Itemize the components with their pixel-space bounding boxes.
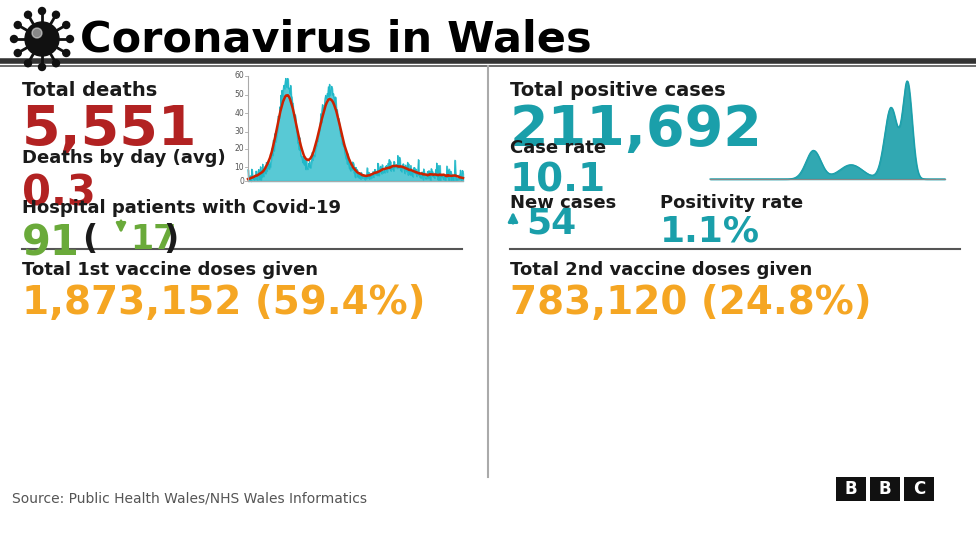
Text: 60: 60 <box>234 71 244 81</box>
Text: Deaths by day (avg): Deaths by day (avg) <box>22 149 225 167</box>
Text: 0: 0 <box>239 176 244 186</box>
Circle shape <box>24 11 31 18</box>
Text: 91: 91 <box>22 223 80 265</box>
Circle shape <box>53 11 60 18</box>
Text: Total deaths: Total deaths <box>22 81 157 100</box>
Circle shape <box>62 21 69 29</box>
Circle shape <box>15 21 21 29</box>
Text: New cases: New cases <box>510 194 616 212</box>
Text: 54: 54 <box>526 206 576 240</box>
Text: 50: 50 <box>234 90 244 99</box>
Circle shape <box>15 49 21 57</box>
Circle shape <box>32 28 42 38</box>
Text: 1.1%: 1.1% <box>660 214 760 248</box>
Text: Source: Public Health Wales/NHS Wales Informatics: Source: Public Health Wales/NHS Wales In… <box>12 491 367 505</box>
Text: C: C <box>913 480 925 498</box>
Text: 20: 20 <box>234 144 244 153</box>
Text: Case rate: Case rate <box>510 139 606 157</box>
Text: Positivity rate: Positivity rate <box>660 194 803 212</box>
Text: 1,873,152 (59.4%): 1,873,152 (59.4%) <box>22 284 426 322</box>
Text: 17: 17 <box>130 223 177 256</box>
Circle shape <box>11 36 18 42</box>
Text: Hospital patients with Covid-19: Hospital patients with Covid-19 <box>22 199 341 217</box>
Text: 40: 40 <box>234 109 244 117</box>
Circle shape <box>62 49 69 57</box>
Text: B: B <box>878 480 891 498</box>
Circle shape <box>53 60 60 67</box>
FancyBboxPatch shape <box>904 477 934 501</box>
Text: B: B <box>844 480 857 498</box>
Text: Total 1st vaccine doses given: Total 1st vaccine doses given <box>22 261 318 279</box>
Circle shape <box>66 36 73 42</box>
Text: 211,692: 211,692 <box>510 103 763 157</box>
Text: 5,551: 5,551 <box>22 103 197 157</box>
Text: 0.3: 0.3 <box>22 172 96 214</box>
Circle shape <box>38 8 46 14</box>
Text: 783,120 (24.8%): 783,120 (24.8%) <box>510 284 872 322</box>
Text: 10.1: 10.1 <box>510 161 606 199</box>
Text: 10: 10 <box>234 163 244 172</box>
Text: ): ) <box>163 223 179 256</box>
Text: Total 2nd vaccine doses given: Total 2nd vaccine doses given <box>510 261 812 279</box>
Text: Total positive cases: Total positive cases <box>510 81 725 100</box>
Circle shape <box>38 64 46 70</box>
Text: 30: 30 <box>234 127 244 136</box>
Text: Coronavirus in Wales: Coronavirus in Wales <box>80 19 591 61</box>
Circle shape <box>24 60 31 67</box>
FancyBboxPatch shape <box>870 477 900 501</box>
Circle shape <box>25 22 59 56</box>
FancyBboxPatch shape <box>836 477 866 501</box>
Text: (: ( <box>82 223 98 256</box>
